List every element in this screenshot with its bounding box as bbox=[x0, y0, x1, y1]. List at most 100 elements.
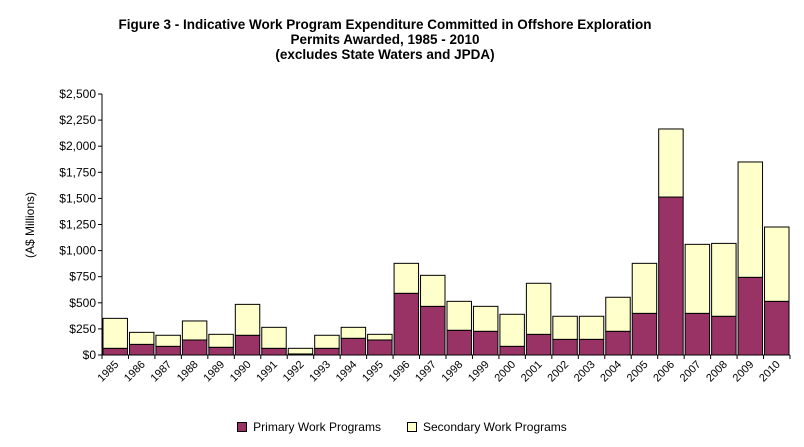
bar-primary bbox=[472, 330, 499, 356]
bar-primary bbox=[658, 196, 684, 356]
bar-secondary bbox=[631, 262, 658, 314]
bar-secondary bbox=[340, 326, 367, 339]
bar-secondary bbox=[287, 347, 314, 355]
bar-primary bbox=[764, 300, 790, 356]
x-tick-label: 2008 bbox=[704, 359, 730, 385]
bar-primary bbox=[314, 347, 340, 356]
bar-primary bbox=[711, 315, 737, 356]
bar-secondary bbox=[711, 242, 737, 317]
x-tick-label: 2007 bbox=[678, 359, 704, 385]
bar-secondary bbox=[367, 333, 393, 341]
bar-primary bbox=[578, 338, 605, 356]
bar-secondary bbox=[578, 315, 605, 340]
bar-primary bbox=[525, 333, 552, 356]
bar-primary bbox=[446, 329, 472, 356]
y-tick-label: $1,000 bbox=[59, 244, 96, 258]
bar-secondary bbox=[764, 226, 790, 302]
y-tick-label: $2,000 bbox=[59, 139, 96, 153]
bar-primary bbox=[605, 330, 631, 356]
x-tick-label: 2001 bbox=[519, 359, 545, 385]
x-tick-label: 2005 bbox=[625, 359, 651, 385]
legend-item-secondary: Secondary Work Programs bbox=[406, 420, 567, 434]
bar-primary bbox=[234, 334, 261, 356]
y-tick-label: $2,250 bbox=[59, 113, 96, 127]
bar-secondary bbox=[658, 128, 684, 198]
bar-primary bbox=[261, 347, 287, 356]
bar-secondary bbox=[737, 161, 764, 278]
x-tick-label: 1997 bbox=[413, 359, 439, 385]
x-tick-label: 2000 bbox=[492, 359, 518, 385]
bar-secondary bbox=[208, 333, 234, 348]
bar-primary bbox=[420, 305, 446, 356]
y-tick-label: $250 bbox=[69, 322, 96, 336]
bar-secondary bbox=[420, 274, 446, 307]
y-tick-label: $0 bbox=[83, 348, 97, 362]
x-tick-label: 1998 bbox=[440, 359, 466, 385]
chart-title-line-2: Permits Awarded, 1985 - 2010 bbox=[290, 32, 480, 47]
x-tick-label: 1987 bbox=[148, 359, 174, 385]
bar-secondary bbox=[525, 282, 552, 335]
legend-swatch-secondary bbox=[406, 422, 417, 432]
x-tick-label: 2006 bbox=[651, 359, 677, 385]
x-tick-label: 1989 bbox=[201, 359, 227, 385]
x-tick-label: 2003 bbox=[572, 359, 598, 385]
legend-swatch-primary bbox=[237, 422, 248, 432]
bar-secondary bbox=[102, 317, 128, 349]
bar-primary bbox=[340, 337, 367, 356]
bar-primary bbox=[155, 345, 181, 356]
bar-secondary bbox=[605, 296, 631, 332]
bar-primary bbox=[181, 339, 208, 356]
x-tick-label: 1985 bbox=[96, 359, 122, 385]
bar-secondary bbox=[128, 331, 155, 345]
x-tick-label: 1995 bbox=[360, 359, 386, 385]
bar-secondary bbox=[472, 305, 499, 332]
legend-item-primary: Primary Work Programs bbox=[237, 420, 381, 434]
bar-primary bbox=[208, 346, 234, 356]
bar-primary bbox=[737, 276, 764, 356]
y-axis-label: (A$ Millions) bbox=[23, 192, 37, 258]
bar-secondary bbox=[314, 334, 340, 349]
x-tick-label: 1988 bbox=[175, 359, 201, 385]
bar-primary bbox=[367, 339, 393, 356]
bar-primary bbox=[684, 312, 711, 356]
legend: Primary Work Programs Secondary Work Pro… bbox=[0, 420, 804, 434]
legend-label-primary: Primary Work Programs bbox=[253, 420, 381, 434]
chart-title-line-3: (excludes State Waters and JPDA) bbox=[275, 47, 495, 62]
bar-primary bbox=[631, 312, 658, 356]
bar-primary bbox=[552, 338, 578, 356]
y-tick-label: $1,750 bbox=[59, 165, 96, 179]
bar-primary bbox=[499, 345, 525, 356]
bar-secondary bbox=[261, 326, 287, 349]
bar-secondary bbox=[552, 315, 578, 340]
y-tick-label: $1,500 bbox=[59, 191, 96, 205]
bar-secondary bbox=[234, 303, 261, 336]
x-tick-label: 1993 bbox=[307, 359, 333, 385]
x-tick-label: 2004 bbox=[598, 359, 624, 385]
x-tick-label: 2002 bbox=[545, 359, 571, 385]
x-tick-label: 1992 bbox=[281, 359, 307, 385]
x-tick-label: 1999 bbox=[466, 359, 492, 385]
y-tick-label: $2,500 bbox=[59, 87, 96, 101]
bar-secondary bbox=[181, 320, 208, 341]
bar-secondary bbox=[155, 334, 181, 347]
x-tick-label: 1986 bbox=[122, 359, 148, 385]
y-tick-label: $1,250 bbox=[59, 218, 96, 232]
x-tick-label: 1990 bbox=[228, 359, 254, 385]
bar-primary bbox=[128, 343, 155, 356]
bar-secondary bbox=[499, 313, 525, 347]
y-tick-label: $750 bbox=[69, 270, 96, 284]
bar-secondary bbox=[684, 243, 711, 314]
chart-title-line-1: Figure 3 - Indicative Work Program Expen… bbox=[118, 17, 652, 32]
x-tick-label: 2010 bbox=[757, 359, 783, 385]
legend-label-secondary: Secondary Work Programs bbox=[422, 420, 567, 434]
x-tick-label: 1996 bbox=[387, 359, 413, 385]
bar-secondary bbox=[393, 262, 420, 294]
bar-secondary bbox=[446, 300, 472, 331]
bar-primary bbox=[102, 347, 128, 356]
x-tick-label: 2009 bbox=[731, 359, 757, 385]
x-tick-label: 1994 bbox=[334, 359, 360, 385]
x-tick-label: 1991 bbox=[254, 359, 280, 385]
bar-primary bbox=[393, 292, 420, 356]
